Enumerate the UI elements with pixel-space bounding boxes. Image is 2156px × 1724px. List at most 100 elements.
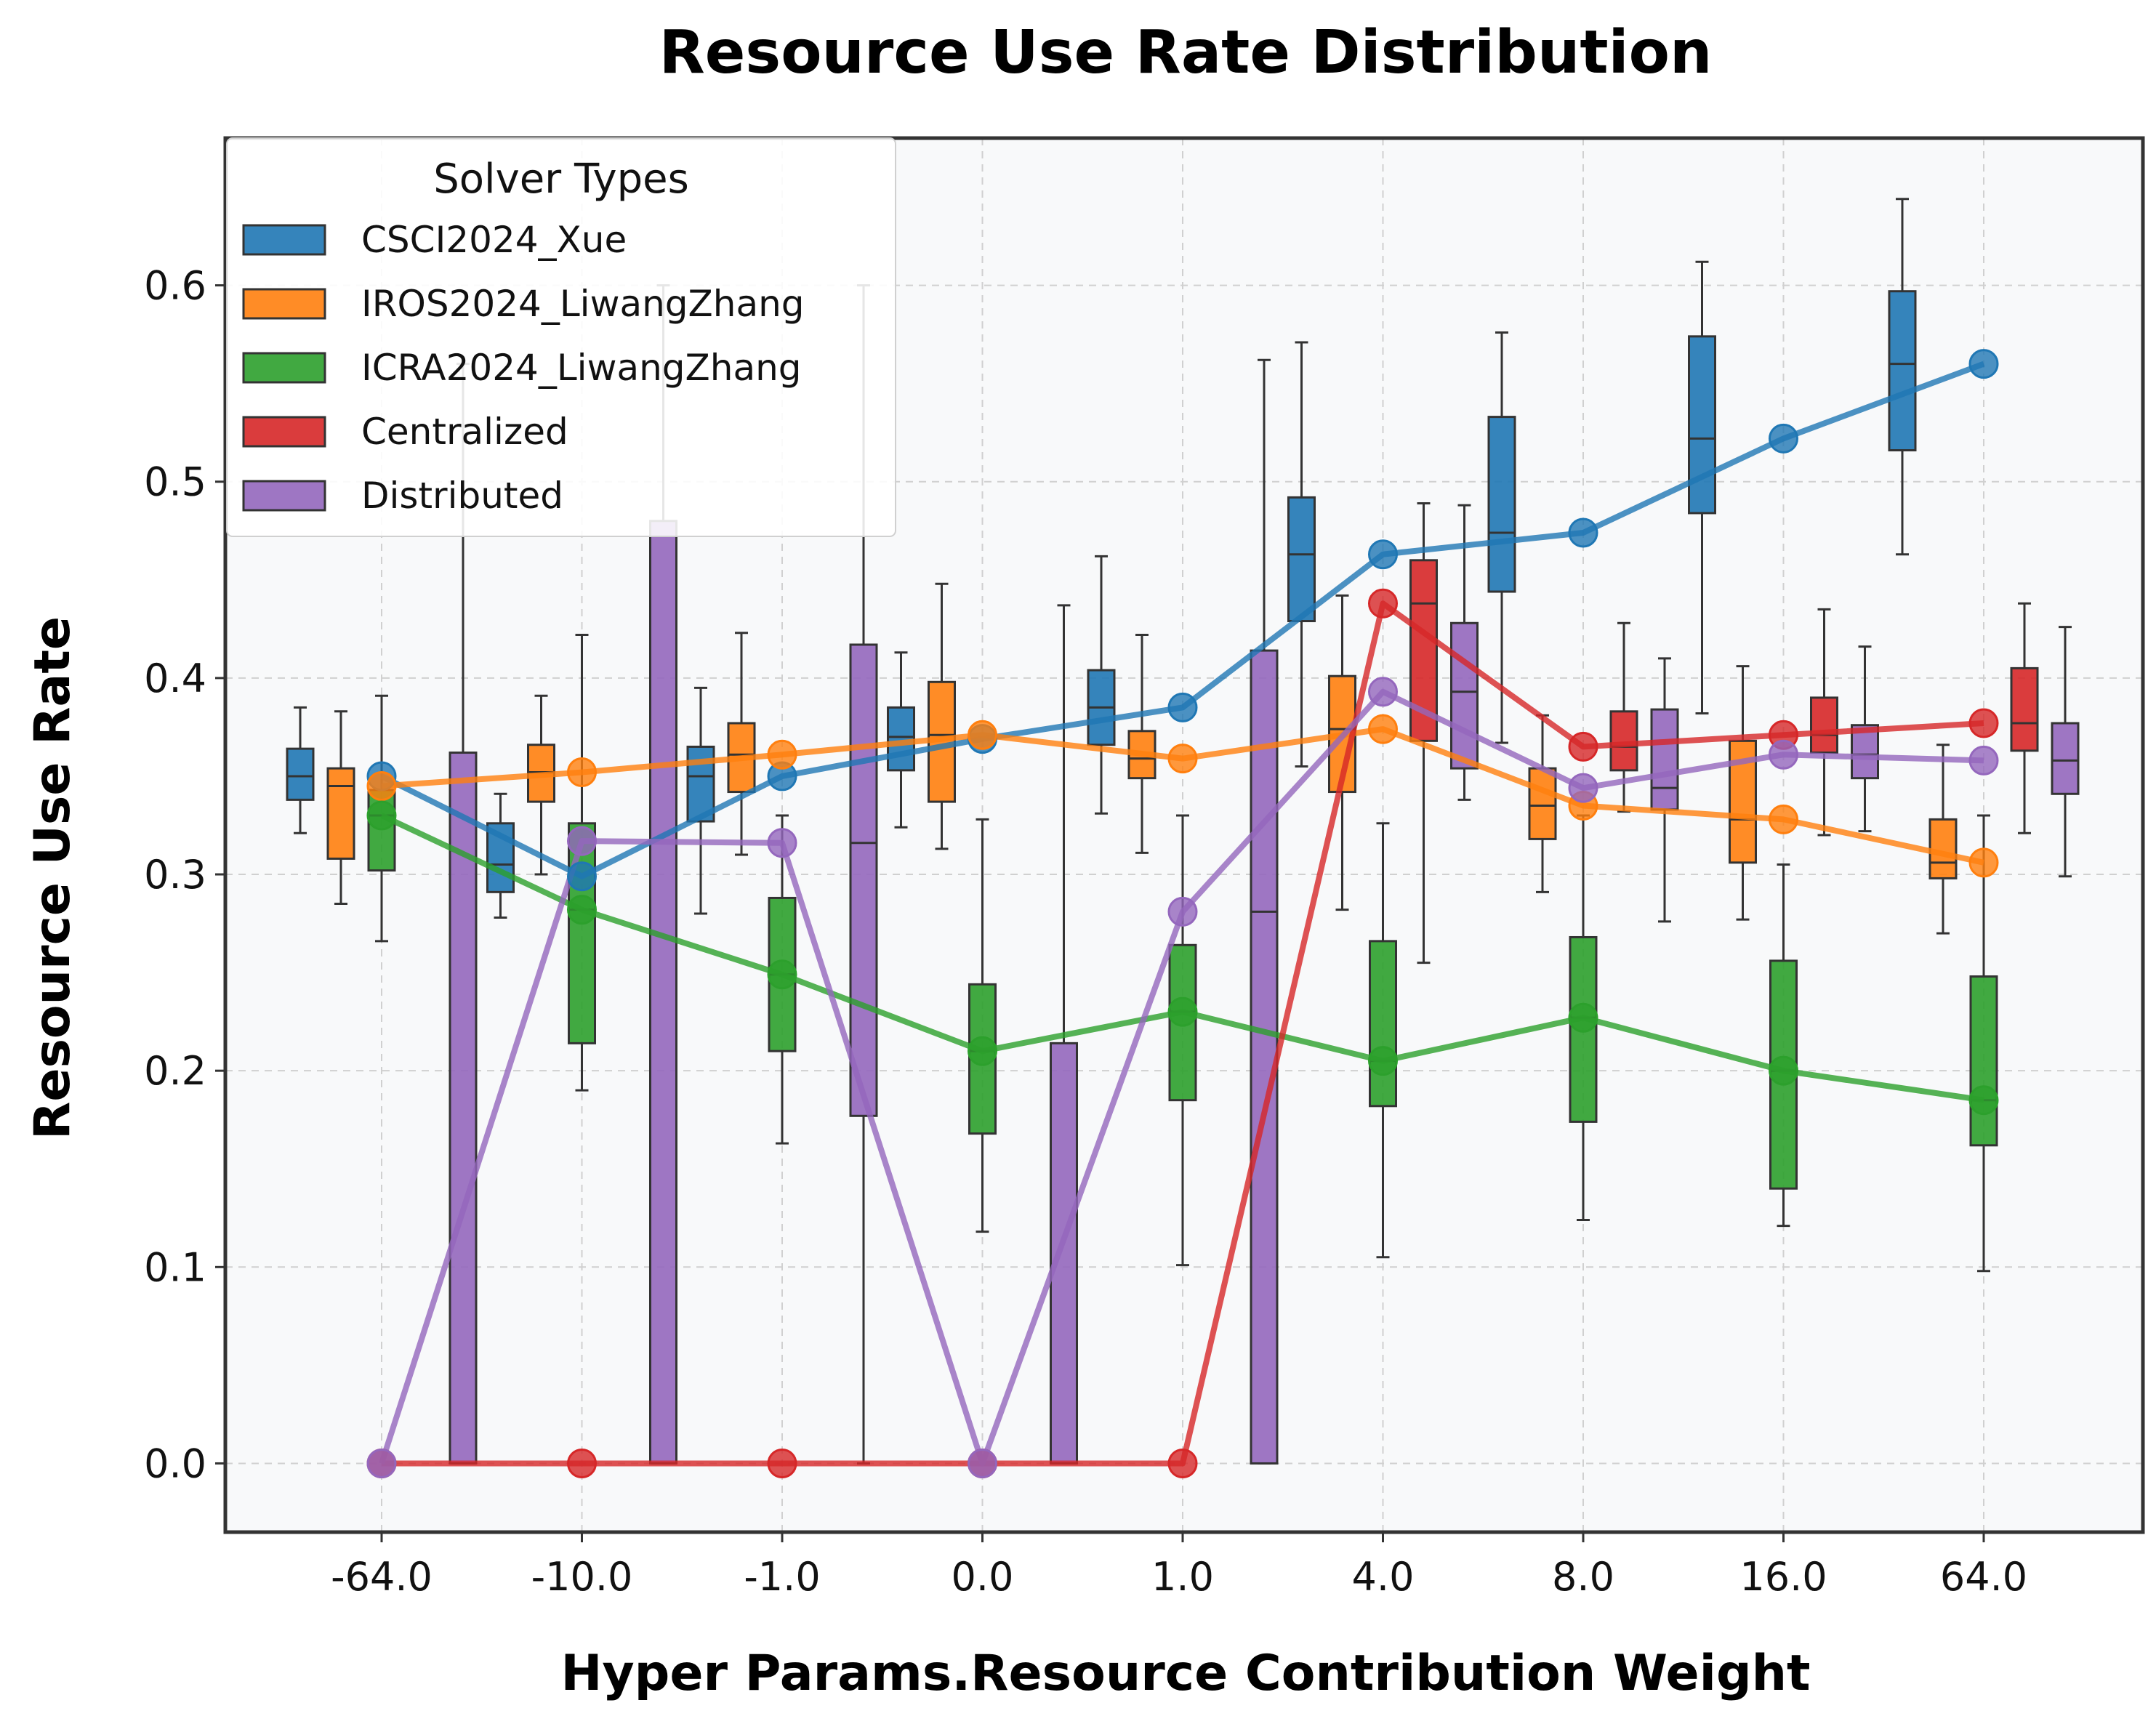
point-distributed	[366, 1448, 397, 1478]
point-icra2024_liwangzhang	[1368, 1046, 1398, 1076]
box-centralized	[1609, 621, 1638, 813]
box-body	[1528, 767, 1557, 840]
box-distributed	[1851, 645, 1879, 833]
point-icra2024_liwangzhang	[767, 959, 797, 990]
box-body	[1609, 710, 1638, 772]
axes: 0.0 0.1 0.2 0.3 0.4 0.5 0.6 -64.0 -10.0 -1.0 0.0 1.…	[144, 136, 2145, 1600]
point-icra2024_liwangzhang	[1968, 1085, 1999, 1116]
point-centralized	[1368, 588, 1398, 619]
y-tick-label: 0.4	[144, 656, 206, 701]
point-csci2024_xue	[1368, 539, 1398, 570]
legend-swatch	[242, 288, 326, 320]
box-body	[1851, 724, 1879, 780]
legend-frame	[226, 137, 896, 537]
point-distributed	[1568, 773, 1598, 803]
point-centralized	[767, 1448, 797, 1478]
point-csci2024_xue	[1968, 349, 1999, 379]
box-distributed	[849, 284, 878, 1465]
box-body	[286, 747, 315, 801]
legend-entry: Distributed	[361, 475, 563, 517]
point-distributed	[1368, 677, 1398, 707]
point-iros2024_liwangzhang	[1769, 804, 1798, 834]
box-body	[1369, 940, 1397, 1108]
box-iros2024_liwangzhang	[1928, 744, 1958, 935]
point-icra2024_liwangzhang	[1167, 996, 1198, 1027]
y-tick-label: 0.1	[144, 1244, 206, 1290]
box-distributed	[2051, 626, 2080, 878]
point-icra2024_liwangzhang	[1769, 1055, 1798, 1086]
box-body	[326, 767, 355, 860]
y-tick-label: 0.2	[144, 1048, 206, 1094]
point-csci2024_xue	[567, 861, 597, 892]
box-body	[649, 520, 677, 1465]
x-tick-label: -64.0	[331, 1554, 433, 1600]
box-csci2024_xue	[1087, 555, 1116, 815]
box-centralized	[1810, 608, 1838, 837]
legend-title: Solver Types	[433, 156, 689, 203]
point-distributed	[1167, 896, 1198, 927]
point-distributed	[767, 828, 797, 858]
box-series	[286, 198, 2080, 1465]
x-tick-label: 8.0	[1552, 1554, 1614, 1600]
x-tick-label: 16.0	[1739, 1554, 1827, 1600]
point-icra2024_liwangzhang	[567, 895, 597, 925]
point-centralized	[1167, 1448, 1198, 1478]
box-csci2024_xue	[887, 651, 915, 829]
box-body	[849, 643, 878, 1117]
median-lines	[366, 349, 1999, 1478]
box-body	[1810, 696, 1838, 754]
point-centralized	[1568, 731, 1598, 762]
point-icra2024_liwangzhang	[1568, 1002, 1598, 1033]
x-axis-label: Hyper Params.Resource Contribution Weigh…	[560, 1645, 1810, 1702]
x-tick-label: -1.0	[744, 1554, 820, 1600]
box-body	[2010, 666, 2039, 752]
box-body	[887, 706, 915, 772]
point-iros2024_liwangzhang	[767, 739, 797, 770]
point-iros2024_liwangzhang	[1968, 847, 1999, 878]
box-icra2024_liwangzhang	[1369, 822, 1397, 1259]
point-csci2024_xue	[1568, 517, 1598, 548]
point-distributed	[1769, 739, 1798, 770]
legend-entry: CSCI2024_Xue	[361, 219, 627, 261]
y-tick-label: 0.6	[144, 263, 206, 309]
box-body	[2051, 722, 2080, 795]
box-body	[1250, 649, 1279, 1465]
point-icra2024_liwangzhang	[968, 1036, 997, 1066]
plot-frame	[223, 136, 2145, 1534]
box-body	[1888, 290, 1917, 452]
point-csci2024_xue	[1769, 423, 1798, 454]
box-body	[1688, 335, 1716, 515]
point-iros2024_liwangzhang	[1167, 744, 1198, 774]
box-body	[1928, 818, 1958, 879]
x-tick-label: 0.0	[952, 1554, 1014, 1600]
box-icra2024_liwangzhang	[568, 633, 596, 1092]
y-tick-label: 0.5	[144, 459, 206, 505]
box-body	[1450, 621, 1479, 770]
legend-entry: ICRA2024_LiwangZhang	[361, 347, 802, 389]
box-body	[1650, 708, 1679, 811]
box-body	[1287, 496, 1316, 623]
x-tick-label: -10.0	[531, 1554, 633, 1600]
point-distributed	[968, 1448, 997, 1478]
box-csci2024_xue	[1487, 331, 1516, 744]
x-tick-label: 1.0	[1151, 1554, 1214, 1600]
point-centralized	[1968, 708, 1999, 738]
x-tick-label: 64.0	[1940, 1554, 2027, 1600]
box-body	[1050, 1042, 1078, 1465]
legend-swatch	[242, 480, 326, 512]
y-axis-label: Resource Use Rate	[24, 616, 81, 1140]
point-iros2024_liwangzhang	[366, 770, 397, 801]
chart-title: Resource Use Rate Distribution	[659, 18, 1713, 87]
point-iros2024_liwangzhang	[1368, 714, 1398, 744]
legend-entry: Centralized	[361, 411, 568, 453]
point-iros2024_liwangzhang	[567, 757, 597, 788]
point-distributed	[1968, 745, 1999, 776]
point-csci2024_xue	[1167, 692, 1198, 722]
point-iros2024_liwangzhang	[968, 720, 997, 750]
box-icra2024_liwangzhang	[1969, 814, 1998, 1273]
box-body	[449, 752, 478, 1465]
box-body	[1487, 416, 1516, 593]
box-iros2024_liwangzhang	[326, 710, 355, 906]
y-tick-label: 0.0	[144, 1441, 206, 1486]
